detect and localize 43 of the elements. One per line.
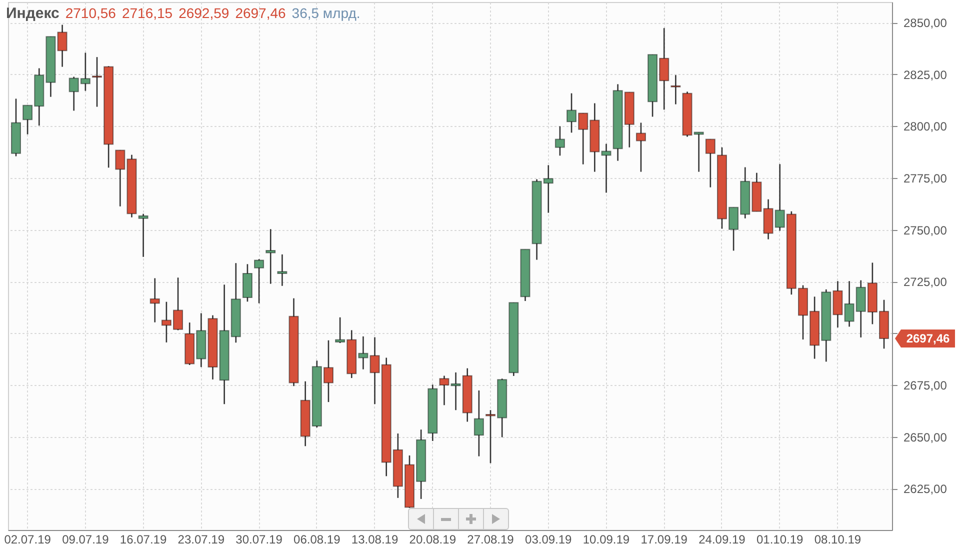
annotation: 2716,15 <box>122 5 173 21</box>
candlestick <box>277 254 288 287</box>
y-tick-label: 2725,00 <box>904 275 948 290</box>
candlestick <box>266 228 276 284</box>
x-tick-label: 02.07.19 <box>4 532 52 546</box>
annotation: 36,5 млрд. <box>292 5 360 21</box>
annotation: 2710,56 <box>65 5 116 21</box>
x-tick-label: 10.09.19 <box>582 532 630 546</box>
x-tick-label: 06.08.19 <box>294 532 341 546</box>
candlestick <box>150 278 160 323</box>
x-tick-label: 20.08.19 <box>409 532 456 546</box>
y-tick-label: 2625,00 <box>904 482 948 496</box>
x-tick-label: 08.10.19 <box>814 532 862 546</box>
y-tick-label: 2850,00 <box>904 16 948 30</box>
annotation: 2692,59 <box>178 5 230 21</box>
candlestick <box>474 390 484 457</box>
y-tick-label: 2675,00 <box>904 378 948 393</box>
candlestick <box>439 375 450 406</box>
x-tick-label: 24.09.19 <box>698 532 746 546</box>
y-tick-label: 2750,00 <box>904 223 948 238</box>
x-tick-label: 03.09.19 <box>525 532 572 546</box>
candlestick <box>138 213 148 258</box>
x-tick-label: 30.07.19 <box>236 532 283 546</box>
candlestick <box>705 138 716 188</box>
y-tick-label: 2800,00 <box>904 120 948 134</box>
y-tick-label: 2825,00 <box>904 68 948 82</box>
x-tick-label: 13.08.19 <box>351 532 398 546</box>
x-tick-label: 27.08.19 <box>467 532 514 546</box>
x-tick-label: 01.10.19 <box>756 532 804 546</box>
candlestick <box>670 74 681 105</box>
x-tick-label: 23.07.19 <box>178 532 225 546</box>
candlestick <box>57 24 68 68</box>
x-tick-label: 17.09.19 <box>640 532 688 546</box>
y-tick-label: 2775,00 <box>904 172 948 186</box>
x-tick-label: 16.07.19 <box>120 532 167 546</box>
chart-title: Индекс <box>6 5 60 22</box>
candlestick <box>554 126 565 156</box>
annotation: 2697,46 <box>235 5 286 21</box>
candlestick <box>254 258 264 304</box>
y-tick-label: 2650,00 <box>904 430 948 444</box>
x-tick-label: 09.07.19 <box>62 532 110 546</box>
text: 2697,46 <box>906 332 950 346</box>
candlestick <box>636 122 646 172</box>
